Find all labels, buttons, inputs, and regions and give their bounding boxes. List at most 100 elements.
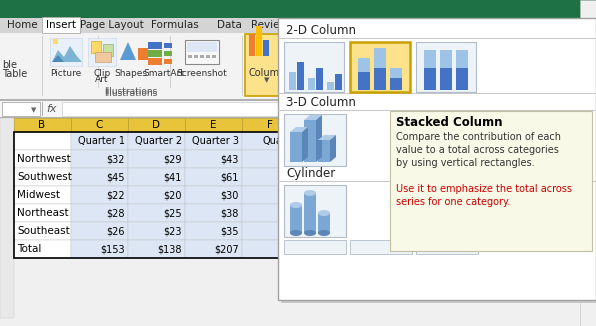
Text: $: $ [290,208,296,218]
Bar [71,204,128,222]
Bar [0,118,596,132]
Bar [440,50,452,68]
Text: Southeast: Southeast [17,226,70,236]
Bar [0,117,596,118]
Ellipse shape [290,202,302,208]
Text: ▼: ▼ [327,77,333,83]
Text: Cha: Cha [420,57,439,67]
Text: Northeast: Northeast [17,208,69,218]
Polygon shape [52,55,64,62]
Text: $38: $38 [221,208,239,218]
Bar [138,48,148,60]
Bar [416,240,478,254]
Text: $32: $32 [107,154,125,164]
Text: $26: $26 [107,226,125,236]
Bar [42,17,80,33]
Text: $: $ [290,226,296,236]
Bar [345,42,361,48]
Bar [14,132,71,150]
Bar [440,68,452,90]
Bar [289,72,296,90]
Text: 2-D Column: 2-D Column [286,23,356,37]
Bar [206,55,210,58]
Text: value to a total across categories: value to a total across categories [396,145,559,155]
Text: $29: $29 [163,154,182,164]
Bar [580,0,596,326]
Bar [55,88,222,99]
Wedge shape [330,44,341,55]
Bar [278,93,596,94]
Bar [14,150,71,168]
Text: $20: $20 [163,190,182,200]
Bar [0,100,596,118]
Bar [374,68,386,90]
Bar [278,38,596,39]
Text: Use it to emphasize the total across: Use it to emphasize the total across [396,184,572,194]
Bar [318,140,330,162]
Bar [164,59,172,64]
Polygon shape [318,135,336,140]
Bar [71,118,128,132]
Polygon shape [304,115,322,120]
Bar [200,55,204,58]
Bar [98,36,99,96]
Bar [290,132,302,162]
Bar [390,78,402,90]
Bar [0,99,596,100]
Bar [71,150,128,168]
Text: Bar: Bar [344,68,361,78]
Text: Northwest: Northwest [17,154,71,164]
Bar [91,41,101,53]
Bar [53,39,58,44]
Bar [185,240,242,258]
Bar [14,132,299,258]
Polygon shape [364,50,388,65]
Text: Pie: Pie [323,68,337,78]
Bar [14,222,71,240]
Bar [148,50,162,57]
Bar [500,118,560,132]
Text: E: E [210,120,216,130]
Text: $153: $153 [100,244,125,254]
Text: D: D [152,120,160,130]
Bar [88,38,116,66]
Text: $: $ [290,172,296,182]
Text: Column: Column [249,68,285,78]
Text: Quarter 2: Quarter 2 [135,136,182,146]
Text: Quarter 1: Quarter 1 [78,136,125,146]
Bar [350,240,412,254]
Text: C: C [95,120,103,130]
Bar [170,36,171,96]
Text: Screenshot: Screenshot [176,68,228,78]
Bar [456,68,468,90]
Bar [71,132,128,150]
Text: ▼: ▼ [401,77,406,83]
Text: ▼: ▼ [373,77,378,83]
Bar [327,82,334,90]
Bar [128,168,185,186]
Polygon shape [290,127,308,132]
Bar [390,68,402,78]
Text: by using vertical rectangles.: by using vertical rectangles. [396,158,535,168]
Text: $138: $138 [157,244,182,254]
Text: Compare the contribution of each: Compare the contribution of each [396,132,561,142]
Bar [242,222,299,240]
Text: SmartArt: SmartArt [144,68,184,78]
Text: J: J [529,120,532,130]
Bar [0,33,596,100]
Bar [71,168,128,186]
Bar [318,213,330,233]
Bar [187,42,217,52]
Text: $: $ [290,190,296,200]
Text: Oth: Oth [420,47,437,57]
Bar [0,100,596,101]
Text: $22: $22 [106,190,125,200]
Bar [42,102,43,116]
Text: ▼: ▼ [264,77,269,83]
Bar [128,222,185,240]
Bar [128,150,185,168]
Bar [148,58,162,65]
Text: F: F [267,120,273,130]
Bar [424,68,436,90]
Polygon shape [364,42,388,65]
